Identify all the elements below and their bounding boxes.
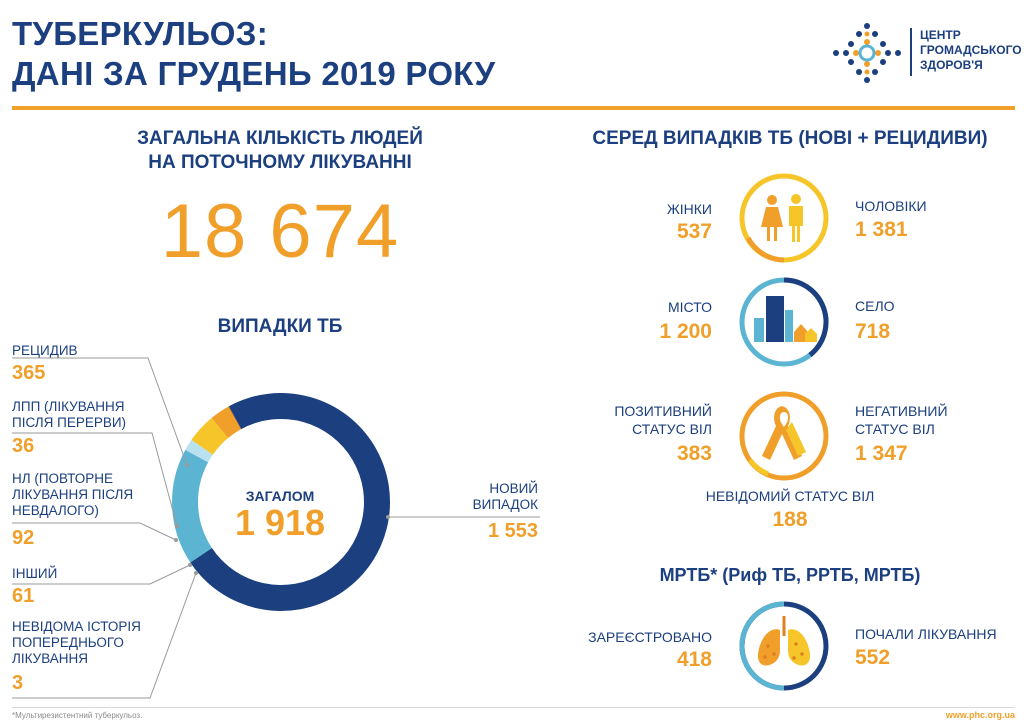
- men-value: 1 381: [855, 218, 908, 241]
- hiv-ring: [739, 391, 829, 481]
- relapse-value: 365: [12, 362, 46, 384]
- logo-divider: [910, 28, 912, 76]
- gender-ring: [739, 173, 829, 263]
- logo-text: ЦЕНТР ГРОМАДСЬКОГО ЗДОРОВ'Я: [920, 28, 1022, 72]
- donut-segment-5: [227, 406, 242, 430]
- mdr-heading: МРТБ* (Риф ТБ, РРТБ, МРТБ): [659, 565, 921, 585]
- lungs-icon: [757, 616, 811, 666]
- website-link[interactable]: www.phc.org.ua: [945, 710, 1015, 720]
- village-label: СЕЛО: [855, 298, 895, 314]
- donut-total-label: ЗАГАЛОМ: [245, 488, 315, 504]
- ltfu-label: ЛПП (ЛІКУВАННЯ ПІСЛЯ ПЕРЕРВИ): [12, 399, 127, 430]
- title-line-2: ДАНІ ЗА ГРУДЕНЬ 2019 РОКУ: [12, 55, 496, 92]
- city-village-ring: [739, 277, 829, 367]
- hiv-positive-label: ПОЗИТИВНИЙ СТАТУС ВІЛ: [614, 403, 712, 437]
- among-cases-heading: СЕРЕД ВИПАДКІВ ТБ (НОВІ + РЕЦИДИВИ): [592, 128, 988, 149]
- failure-value: 92: [12, 527, 35, 549]
- city-label: МІСТО: [667, 299, 712, 315]
- city-value: 1 200: [659, 320, 712, 343]
- mdr-registered-label: ЗАРЕЄСТРОВАНО: [588, 629, 712, 645]
- treatment-heading: ЗАГАЛЬНА КІЛЬКІСТЬ ЛЮДЕЙ НА ПОТОЧНОМУ ЛІ…: [137, 128, 423, 173]
- other-label: ІНШИЙ: [12, 566, 58, 581]
- ltfu-value: 36: [12, 435, 35, 457]
- page-title: ТУБЕРКУЛЬОЗ: ДАНІ ЗА ГРУДЕНЬ 2019 РОКУ: [12, 14, 495, 94]
- donut-segment-4: [211, 406, 241, 439]
- phc-logo-icon: [833, 23, 901, 83]
- women-value: 537: [676, 220, 712, 243]
- failure-label: НЛ (ПОВТОРНЕ ЛІКУВАННЯ ПІСЛЯ НЕВДАЛОГО): [12, 471, 134, 518]
- donut-total-value: 1 918: [234, 502, 326, 543]
- mdr-started-label: ПОЧАЛИ ЛІКУВАННЯ: [855, 626, 997, 642]
- hiv-negative-value: 1 347: [855, 442, 908, 465]
- women-label: ЖІНКИ: [666, 201, 712, 217]
- village-icon: [794, 324, 817, 342]
- title-line-1: ТУБЕРКУЛЬОЗ:: [12, 15, 269, 52]
- new-case-label: НОВИЙ ВИПАДОК: [472, 481, 538, 512]
- hiv-positive-value: 383: [676, 442, 712, 465]
- man-icon: [789, 194, 803, 242]
- treatment-total: 18 674: [160, 189, 400, 274]
- donut-segment-2: [185, 439, 213, 463]
- city-icon: [754, 296, 793, 342]
- unknown-history-value: 3: [12, 672, 24, 694]
- mdr-ring: [739, 601, 829, 691]
- footnote: *Мультирезистентний туберкульоз.: [12, 711, 143, 720]
- village-value: 718: [855, 320, 891, 343]
- footer-divider: [12, 707, 1015, 708]
- unknown-history-label: НЕВІДОМА ІСТОРІЯ ПОПЕРЕДНЬОГО ЛІКУВАННЯ: [12, 619, 141, 666]
- men-label: ЧОЛОВІКИ: [855, 198, 927, 214]
- woman-icon: [761, 195, 783, 241]
- header-divider: [12, 106, 1015, 110]
- awareness-ribbon-icon: [762, 406, 806, 460]
- mdr-registered-value: 418: [676, 648, 712, 671]
- hiv-negative-label: НЕГАТИВНИЙ СТАТУС ВІЛ: [855, 403, 948, 437]
- mdr-started-value: 552: [855, 646, 891, 669]
- other-value: 61: [12, 585, 35, 607]
- hiv-unknown-label: НЕВІДОМИЙ СТАТУС ВІЛ: [705, 488, 875, 504]
- donut-segment-3: [191, 417, 229, 455]
- hiv-unknown-value: 188: [772, 508, 808, 531]
- new-case-value: 1 553: [487, 520, 538, 542]
- tb-cases-heading: ВИПАДКИ ТБ: [217, 316, 343, 337]
- relapse-label: РЕЦИДИВ: [12, 343, 78, 358]
